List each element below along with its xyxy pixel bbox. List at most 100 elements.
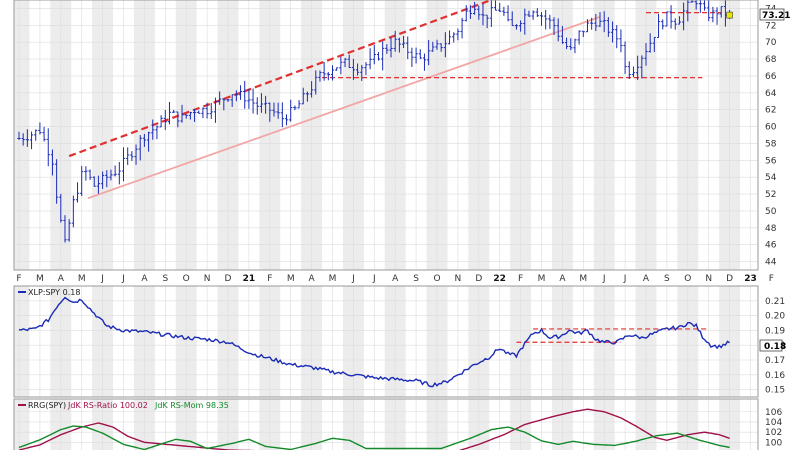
- price-bar: [259, 93, 264, 113]
- month-tick-label: M: [287, 274, 295, 284]
- price-bar: [615, 25, 619, 49]
- price-bar: [276, 102, 280, 119]
- price-bar: [21, 133, 25, 146]
- price-bar: [644, 43, 648, 66]
- price-bar: [473, 1, 477, 15]
- month-tick-label: J: [121, 274, 125, 284]
- month-tick-label: A: [141, 274, 148, 284]
- y-tick-label: 58: [765, 139, 777, 149]
- price-bar: [422, 53, 427, 71]
- y-tick-label: 0.20: [765, 312, 785, 322]
- month-tick-label: D: [475, 274, 482, 284]
- year-tick-label: 21: [243, 274, 256, 284]
- svg-text:73.21: 73.21: [762, 11, 790, 21]
- y-tick-label: 0.15: [765, 386, 785, 396]
- price-bar: [652, 36, 656, 53]
- month-tick-label: J: [372, 274, 376, 284]
- price-bar: [682, 2, 686, 31]
- price-bar: [159, 115, 163, 128]
- price-bar: [163, 109, 167, 130]
- price-bar: [50, 149, 55, 176]
- price-bar: [640, 55, 644, 79]
- price-bar: [661, 19, 665, 30]
- month-tick-label: S: [162, 274, 168, 284]
- price-bar: [289, 99, 293, 122]
- price-bar: [677, 16, 682, 25]
- y-tick-label: 54: [765, 173, 777, 183]
- price-last-value-badge: 73.21: [759, 8, 790, 21]
- price-bar: [389, 37, 393, 58]
- month-tick-label: N: [705, 274, 712, 284]
- y-tick-label: 72: [765, 21, 776, 31]
- price-bar: [209, 102, 213, 119]
- price-bar: [564, 37, 569, 50]
- y-tick-label: 46: [765, 241, 777, 251]
- month-tick-label: A: [58, 274, 65, 284]
- price-bar: [351, 58, 355, 80]
- price-bar: [314, 70, 318, 95]
- price-bar: [230, 94, 234, 107]
- y-tick-label: 68: [765, 55, 777, 65]
- price-bar: [627, 61, 631, 79]
- price-bar: [218, 91, 222, 105]
- price-bar: [42, 126, 46, 142]
- y-tick-label: 70: [765, 38, 777, 48]
- rrg-legend: RRG(SPY) JdK RS-Ratio 100.02 JdK RS-Mom …: [18, 401, 229, 410]
- y-tick-label: 0.21: [765, 297, 785, 307]
- rrg-legend-title: RRG(SPY): [28, 401, 66, 410]
- price-bar: [447, 30, 452, 45]
- price-bar: [55, 159, 59, 204]
- price-bar: [184, 114, 188, 119]
- rrg-legend-ratio: JdK RS-Ratio 100.02: [67, 401, 148, 410]
- price-bar: [67, 219, 71, 242]
- price-bar: [255, 97, 259, 115]
- price-bar: [201, 107, 205, 119]
- price-bar: [71, 195, 75, 228]
- y-tick-label: 52: [765, 190, 776, 200]
- y-tick-label: 0.19: [765, 326, 785, 336]
- price-bar: [226, 99, 230, 103]
- month-tick-label: J: [351, 274, 355, 284]
- price-bar: [656, 13, 661, 38]
- price-bar: [222, 98, 226, 111]
- price-bar: [305, 91, 310, 102]
- rrg-legend-mom: JdK RS-Mom 98.35: [154, 401, 229, 410]
- price-bar: [619, 29, 623, 53]
- price-bar: [519, 20, 523, 32]
- price-bar: [648, 33, 652, 53]
- month-tick-label: S: [413, 274, 419, 284]
- month-tick-label: M: [36, 274, 44, 284]
- price-bar: [673, 18, 677, 30]
- price-bar: [138, 135, 142, 161]
- rs-legend-label: XLP:SPY 0.18: [28, 288, 80, 297]
- price-bar: [502, 6, 506, 16]
- price-bar: [539, 12, 544, 26]
- price-bar: [113, 165, 117, 177]
- trendline: [87, 16, 601, 200]
- month-tick-label: O: [183, 274, 190, 284]
- y-tick-label: 0.16: [765, 371, 785, 381]
- price-bar: [610, 21, 615, 43]
- price-bar: [385, 44, 389, 54]
- y-tick-label: 50: [765, 207, 777, 217]
- month-tick-label: M: [329, 274, 337, 284]
- price-bar: [80, 166, 84, 197]
- price-bar: [134, 144, 138, 165]
- price-bar: [372, 45, 376, 65]
- price-bar: [146, 131, 151, 152]
- price-bar: [711, 6, 715, 23]
- month-tick-label: A: [309, 274, 316, 284]
- price-bar: [326, 72, 330, 81]
- price-bar: [84, 166, 88, 181]
- price-bar: [431, 41, 435, 52]
- price-bar: [251, 88, 255, 114]
- price-bar: [301, 87, 305, 105]
- price-bar: [188, 111, 192, 120]
- price-bar: [105, 170, 109, 188]
- rrg-mom-line: [18, 425, 730, 450]
- price-bar: [506, 5, 510, 22]
- y-tick-label: 60: [765, 123, 777, 133]
- y-tick-label: 102: [765, 428, 782, 438]
- price-bar: [121, 147, 126, 182]
